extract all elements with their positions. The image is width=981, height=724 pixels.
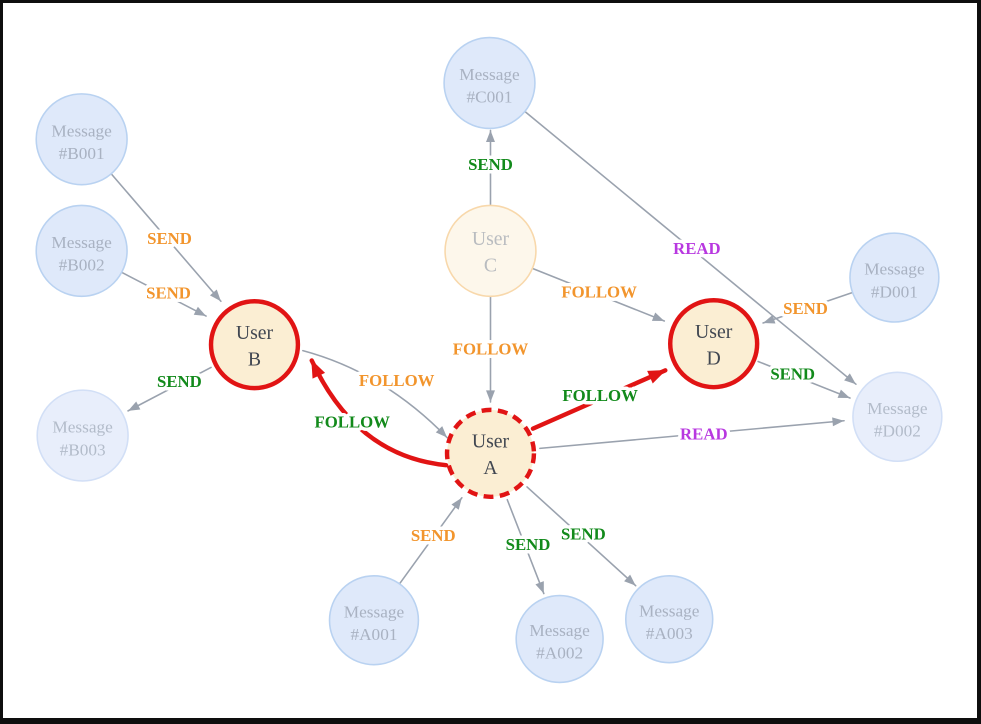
edge-label-a-send-a003: SEND xyxy=(561,524,606,543)
node-label: User C xyxy=(472,228,510,277)
node-label: User D xyxy=(695,321,733,370)
edge-a-read-d002 xyxy=(539,417,845,450)
node-message-b002: Message #B002 xyxy=(35,204,128,298)
node-message-a003: Message #A003 xyxy=(625,575,714,664)
node-label: Message #B001 xyxy=(51,121,112,163)
edge-label-c001-read-d002: READ xyxy=(673,239,721,258)
node-label: User B xyxy=(236,322,274,371)
edge-label-b-follow-a: FOLLOW xyxy=(359,371,435,390)
node-message-d001: Message #D001 xyxy=(849,232,940,323)
node-circle xyxy=(328,575,420,666)
node-label: Message #D002 xyxy=(867,399,928,441)
edge-label-a-read-d002: READ xyxy=(680,425,728,444)
node-circle xyxy=(35,93,128,186)
node-circle xyxy=(849,232,940,323)
edge-label-b-send-b003: SEND xyxy=(157,372,202,391)
node-circle xyxy=(668,298,760,390)
node-circle xyxy=(852,371,943,463)
node-message-d002: Message #D002 xyxy=(852,371,943,463)
node-user-a: User A xyxy=(444,407,537,500)
nodes-layer: Message #B001 Message #B002 Message #B003 User… xyxy=(35,36,943,684)
edge-a-send-a003 xyxy=(526,486,637,587)
node-circle xyxy=(515,594,604,684)
node-label: Message #B002 xyxy=(51,233,112,275)
edge-label-c-send-c001: SEND xyxy=(468,155,513,174)
edge-label-a-send-a002: SEND xyxy=(506,535,551,554)
edge-b-send-b003 xyxy=(127,366,212,412)
edge-label-b002-send-b: SEND xyxy=(146,283,191,302)
edge-label-c-follow-a: FOLLOW xyxy=(453,340,529,359)
edge-b002-send-b xyxy=(121,271,207,317)
edge-a-follow-d xyxy=(530,368,668,431)
node-circle xyxy=(444,407,537,500)
node-message-a001: Message #A001 xyxy=(328,575,420,666)
edge-d-send-d002 xyxy=(757,360,851,399)
edge-a-send-a002 xyxy=(506,498,545,595)
edge-d001-send-d xyxy=(762,291,854,324)
graph-canvas: SEND SEND SEND SEND FOLLOW FOLLOW FOLLOW FOLLOW… xyxy=(35,36,943,684)
edge-label-a-follow-d: FOLLOW xyxy=(562,386,638,405)
node-message-b003: Message #B003 xyxy=(36,389,129,482)
node-circle xyxy=(443,36,536,130)
node-message-a002: Message #A002 xyxy=(515,594,604,684)
node-label: Message #A001 xyxy=(344,602,405,644)
node-user-b: User B xyxy=(208,299,301,391)
edge-label-d-send-d002: SEND xyxy=(770,364,815,383)
edge-b-follow-a xyxy=(302,349,448,439)
node-circle xyxy=(208,299,301,391)
node-circle xyxy=(36,389,129,482)
node-circle xyxy=(625,575,714,664)
edge-label-a-follow-b: FOLLOW xyxy=(314,413,390,432)
node-message-c001: Message #C001 xyxy=(443,36,536,130)
node-message-b001: Message #B001 xyxy=(35,93,128,186)
edge-label-a001-send-a: SEND xyxy=(411,526,456,545)
node-label: Message #A003 xyxy=(639,601,700,643)
node-label: Message #A002 xyxy=(529,621,590,663)
edge-a-follow-b xyxy=(309,358,449,468)
node-circle xyxy=(35,204,128,298)
node-user-c: User C xyxy=(444,204,537,298)
edge-labels-layer: SEND SEND SEND SEND FOLLOW FOLLOW FOLLOW FOLLOW… xyxy=(143,151,832,557)
edge-label-d001-send-d: SEND xyxy=(783,299,828,318)
node-circle xyxy=(444,204,537,298)
edge-b001-send-b xyxy=(110,173,222,303)
edge-a001-send-a xyxy=(398,496,463,585)
edge-c001-read-d002 xyxy=(524,110,857,385)
node-label: Message #C001 xyxy=(459,65,520,107)
edge-c-follow-d xyxy=(532,267,666,322)
node-label: Message #D001 xyxy=(864,260,925,302)
edge-label-c-follow-d: FOLLOW xyxy=(561,282,637,301)
node-user-d: User D xyxy=(668,298,760,390)
node-label: User A xyxy=(472,430,510,479)
edges-layer xyxy=(110,110,857,595)
node-label: Message #B003 xyxy=(52,418,113,460)
edge-label-b001-send-b: SEND xyxy=(147,229,192,248)
